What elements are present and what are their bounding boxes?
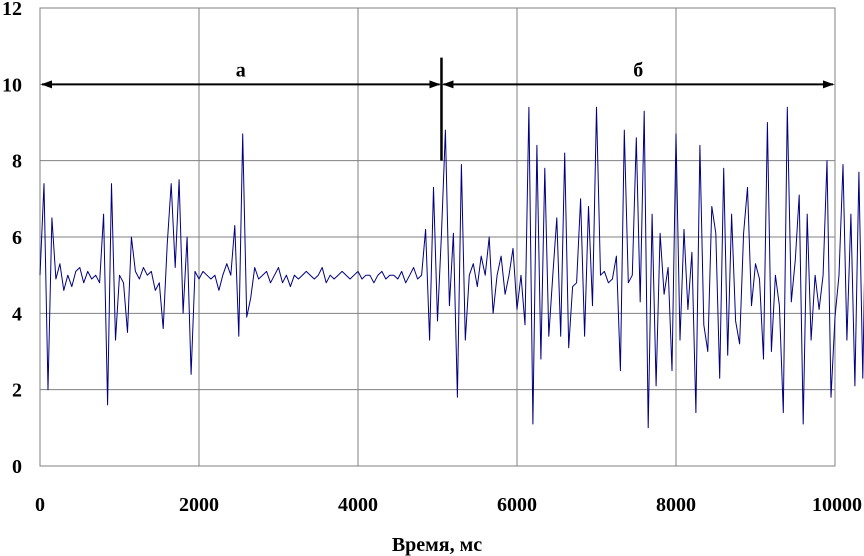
y-tick-label: 0 — [12, 456, 22, 478]
x-tick-label: 6000 — [497, 494, 537, 516]
segment-label: а — [236, 59, 246, 81]
segment-label: б — [633, 59, 643, 81]
y-tick-label: 2 — [12, 380, 22, 402]
series-layer — [39, 106, 864, 429]
x-axis-title: Время, мс — [392, 534, 482, 556]
y-tick-label: 10 — [2, 74, 22, 96]
tick-labels: 0 2 4 6 8 10 12 0 2000 4000 6000 8000 10000 — [2, 0, 862, 516]
arrowhead-left — [41, 80, 52, 89]
x-tick-label: 4000 — [338, 494, 378, 516]
plot-frame — [39, 7, 836, 467]
y-tick-label: 12 — [2, 0, 22, 20]
signal-series-line — [39, 106, 864, 429]
x-tick-label: 2000 — [179, 494, 219, 516]
y-tick-label: 4 — [12, 303, 22, 325]
arrowhead-right — [823, 80, 834, 89]
y-tick-label: 6 — [12, 227, 22, 249]
x-tick-label: 10000 — [812, 494, 862, 516]
x-tick-label: 0 — [35, 494, 45, 516]
x-tick-label: 8000 — [656, 494, 696, 516]
y-tick-label: 8 — [12, 151, 22, 173]
arrowhead-left — [442, 80, 454, 89]
arrowhead-right — [429, 80, 441, 89]
